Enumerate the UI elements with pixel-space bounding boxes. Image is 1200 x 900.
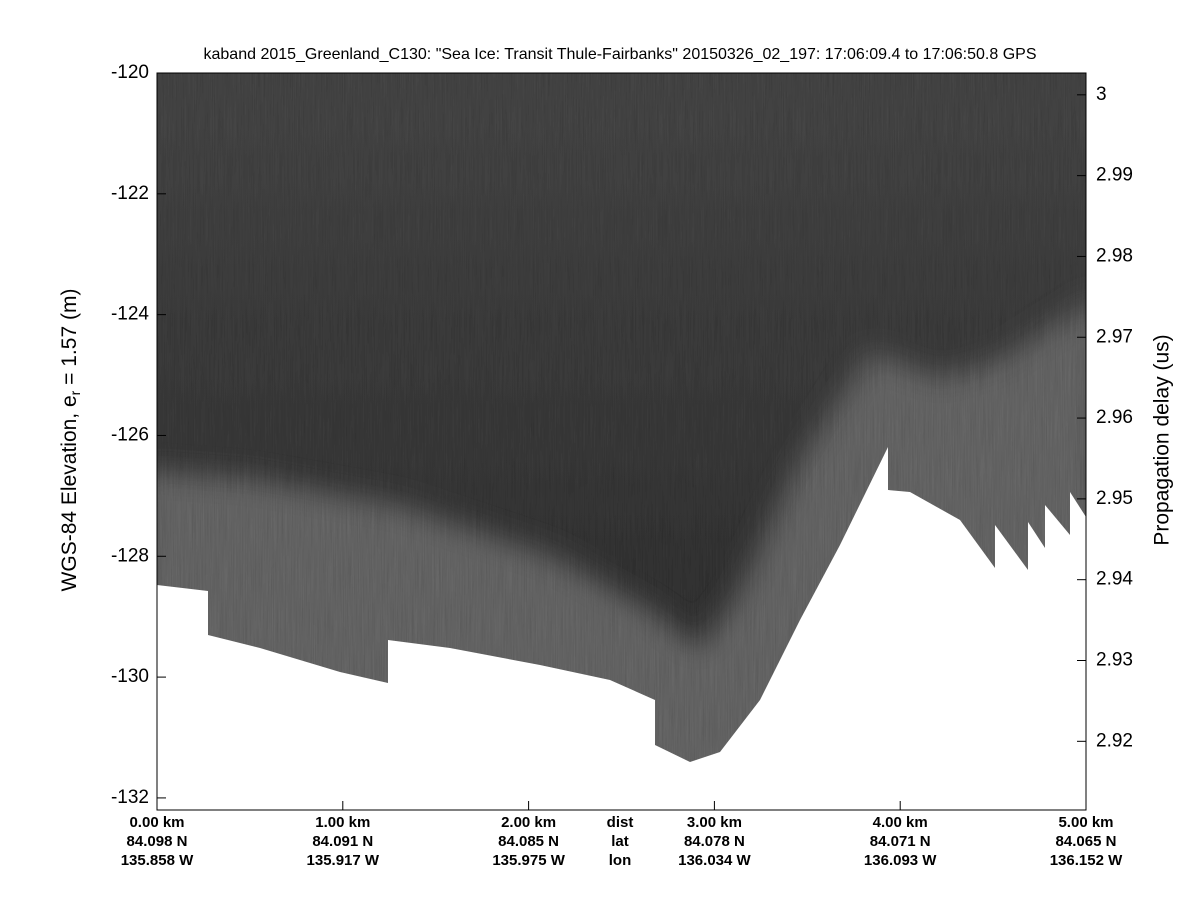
y2-tick-label: 3 [1096, 84, 1107, 105]
y2-tick-label: 2.95 [1096, 488, 1133, 509]
x-tick-label: 3.00 km [687, 814, 742, 831]
x-tick-lat: 84.091 N [312, 833, 373, 850]
y-axis-title-part: = 1.57 (m) [58, 289, 81, 391]
y2-tick-label: 2.99 [1096, 165, 1133, 186]
x-tick-lon: 136.093 W [864, 852, 937, 869]
y2-tick-label: 2.96 [1096, 407, 1133, 428]
y-tick-label: -124 [111, 304, 149, 325]
x-row-label: dist [607, 814, 634, 831]
x-tick-label: 1.00 km [315, 814, 370, 831]
y-tick-label: -130 [111, 666, 149, 687]
x-tick-lat: 84.078 N [684, 833, 745, 850]
y-tick-label: -132 [111, 787, 149, 808]
y-tick-label: -126 [111, 424, 149, 445]
x-tick-lon: 135.858 W [121, 852, 194, 869]
x-tick-lat: 84.098 N [127, 833, 188, 850]
x-tick-lat: 84.065 N [1056, 833, 1117, 850]
y2-tick-label: 2.98 [1096, 245, 1133, 266]
plot-frame [156, 72, 1087, 811]
y2-tick-label: 2.92 [1096, 730, 1133, 751]
y-tick-label: -128 [111, 545, 149, 566]
y-axis-title: WGS-84 Elevation, er = 1.57 (m) [58, 289, 83, 592]
y2-tick-label: 2.93 [1096, 650, 1133, 671]
x-tick-lon: 136.034 W [678, 852, 751, 869]
y2-axis-title: Propagation delay (us) [1151, 334, 1174, 545]
x-tick-label: 4.00 km [873, 814, 928, 831]
x-tick-label: 2.00 km [501, 814, 556, 831]
x-row-label: lat [611, 833, 629, 850]
x-tick-lat: 84.085 N [498, 833, 559, 850]
x-tick-lat: 84.071 N [870, 833, 931, 850]
y-axis-title-subscript: r [67, 390, 83, 395]
x-tick-lon: 135.917 W [307, 852, 380, 869]
y2-tick-label: 2.94 [1096, 569, 1133, 590]
y-tick-label: -120 [111, 62, 149, 83]
y-axis-title-part: WGS-84 Elevation, e [58, 395, 81, 591]
y2-tick-label: 2.97 [1096, 326, 1133, 347]
x-tick-label: 5.00 km [1058, 814, 1113, 831]
x-tick-label: 0.00 km [129, 814, 184, 831]
echogram-image [157, 73, 1086, 810]
x-tick-lon: 135.975 W [492, 852, 565, 869]
chart-title: kaband 2015_Greenland_C130: "Sea Ice: Tr… [204, 46, 1037, 63]
x-row-label: lon [609, 852, 632, 869]
x-tick-lon: 136.152 W [1050, 852, 1123, 869]
y-tick-label: -122 [111, 183, 149, 204]
